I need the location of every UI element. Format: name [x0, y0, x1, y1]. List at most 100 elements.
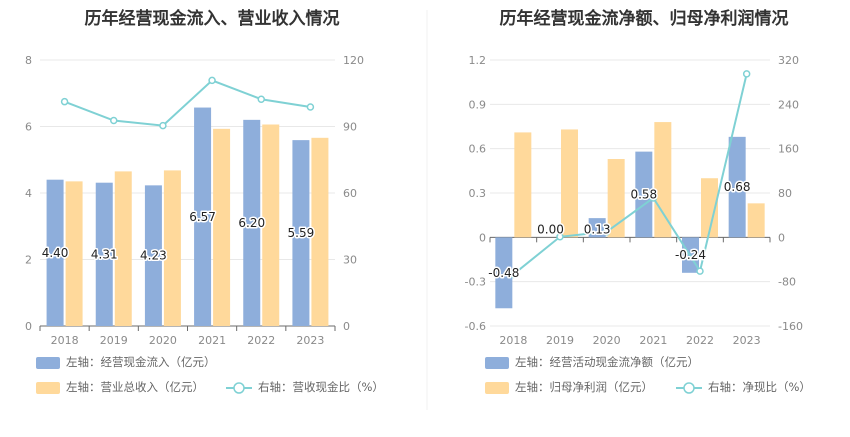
data-label: 0.13 — [584, 222, 611, 236]
left-axis-tick-label: 0.6 — [469, 143, 487, 156]
legend-swatch-primary — [485, 357, 509, 369]
bar-secondary — [701, 178, 718, 238]
legend: 左轴：经营现金流入（亿元） 左轴：营业总收入（亿元） 右轴：营收现金比（%） — [36, 355, 384, 394]
legend-swatch-primary — [36, 357, 60, 369]
x-axis-tick-label: 2018 — [51, 334, 79, 347]
data-label: -0.48 — [488, 266, 519, 280]
data-label: 0.68 — [724, 180, 751, 194]
data-label: -0.24 — [675, 248, 706, 262]
bar-primary — [728, 136, 746, 238]
left-axis-tick-label: 0 — [25, 320, 32, 333]
bar-secondary — [262, 124, 280, 326]
right-axis-tick-label: 160 — [778, 143, 799, 156]
bar-primary — [292, 140, 310, 326]
chart-title: 历年经营现金流净额、归母净利润情况 — [500, 8, 789, 29]
line-point — [509, 270, 518, 279]
legend-label: 左轴：经营现金流入（亿元） — [66, 355, 216, 369]
bar-primary — [144, 185, 162, 326]
data-label: 4.23 — [140, 249, 167, 263]
bar-primary — [495, 237, 513, 309]
line-point — [742, 70, 751, 78]
right-axis-tick-label: 0 — [778, 231, 785, 244]
left-axis-tick-label: 8 — [25, 54, 32, 67]
x-axis-tick-label: 2023 — [296, 334, 324, 347]
line-point — [602, 228, 611, 236]
left-axis-tick-label: -0.3 — [465, 276, 486, 289]
left-axis-tick-label: 1.2 — [469, 54, 487, 67]
x-axis-tick-label: 2023 — [733, 334, 761, 347]
line-point — [60, 97, 69, 106]
bar-secondary — [311, 137, 329, 326]
legend-label: 左轴：营业总收入（亿元） — [66, 380, 204, 394]
line-point — [110, 116, 118, 125]
left-axis-tick-label: 4 — [25, 187, 32, 200]
right-axis-tick-label: 0 — [343, 320, 350, 333]
legend-label: 左轴：经营活动现金流净额（亿元） — [515, 355, 699, 369]
x-axis-tick-label: 2021 — [639, 334, 667, 347]
bar-primary — [635, 151, 653, 238]
line-point — [306, 103, 315, 111]
legend-swatch-marker — [233, 382, 245, 394]
bar-secondary — [114, 171, 132, 326]
x-axis-tick-label: 2020 — [593, 334, 621, 347]
bar-primary — [95, 182, 113, 326]
x-axis-tick-label: 2021 — [198, 334, 226, 347]
line-point — [208, 76, 216, 85]
data-label: 6.57 — [189, 210, 216, 224]
x-axis-tick-label: 2022 — [247, 334, 275, 347]
legend-label: 左轴：归母净利润（亿元） — [515, 380, 653, 394]
left-axis-tick-label: 0.9 — [469, 98, 487, 111]
right-axis-tick-label: 60 — [343, 187, 357, 200]
series-line — [512, 73, 748, 276]
line-point — [257, 95, 265, 103]
legend-swatch-secondary — [485, 382, 509, 394]
data-label: 6.20 — [238, 216, 265, 230]
x-axis-tick-label: 2019 — [100, 334, 128, 347]
left-axis-tick-label: 2 — [25, 254, 32, 267]
legend: 左轴：经营活动现金流净额（亿元） 左轴：归母净利润（亿元） 右轴：净现比（%） — [485, 355, 811, 394]
line-point — [159, 121, 167, 130]
bar-primary — [46, 179, 64, 326]
series-line — [64, 79, 311, 127]
bar-primary — [243, 119, 261, 326]
chart-panel-1: 历年经营现金流入、营业收入情况 0 2 4 6 8 0 30 60 90 120 2018 2019 20… — [25, 8, 384, 394]
x-axis-tick-label: 2019 — [546, 334, 574, 347]
data-label: 0.00 — [537, 222, 564, 236]
left-axis-tick-label: 0.3 — [469, 187, 487, 200]
legend-label: 右轴：营收现金比（%） — [258, 380, 384, 394]
bar-secondary — [213, 128, 231, 326]
legend-swatch-marker — [683, 382, 695, 394]
right-axis-tick-label: -160 — [778, 320, 803, 333]
bar-secondary — [163, 170, 181, 326]
left-axis-tick-label: -0.6 — [465, 320, 486, 333]
line-point — [696, 267, 704, 275]
chart-panel-2: 历年经营现金流净额、归母净利润情况 -0.6 -0.3 0 0.3 0.6 0.9 1.2 -1… — [465, 8, 811, 394]
bar-secondary — [561, 129, 578, 238]
bar-primary — [194, 107, 212, 326]
line-point — [649, 194, 658, 202]
x-axis-tick-label: 2020 — [149, 334, 177, 347]
right-axis-tick-label: 90 — [343, 121, 357, 134]
data-label: 4.31 — [91, 247, 118, 261]
left-axis-tick-label: 0 — [479, 231, 486, 244]
bar-secondary — [65, 181, 83, 326]
right-axis-tick-label: 320 — [778, 54, 799, 67]
left-axis-tick-label: 6 — [25, 121, 32, 134]
right-axis-tick-label: -80 — [778, 276, 796, 289]
x-axis-tick-label: 2018 — [499, 334, 527, 347]
x-axis-tick-label: 2022 — [686, 334, 714, 347]
right-axis-tick-label: 240 — [778, 98, 799, 111]
bar-secondary — [747, 203, 765, 238]
bar-secondary — [514, 132, 532, 238]
right-axis-tick-label: 30 — [343, 254, 357, 267]
chart-title: 历年经营现金流入、营业收入情况 — [85, 8, 340, 29]
bar-secondary — [607, 159, 625, 238]
data-label: 5.59 — [288, 226, 315, 240]
data-label: 4.40 — [42, 246, 69, 260]
bar-secondary — [654, 122, 672, 238]
legend-label: 右轴：净现比（%） — [708, 380, 811, 394]
legend-swatch-secondary — [36, 382, 60, 394]
right-axis-tick-label: 120 — [343, 54, 364, 67]
